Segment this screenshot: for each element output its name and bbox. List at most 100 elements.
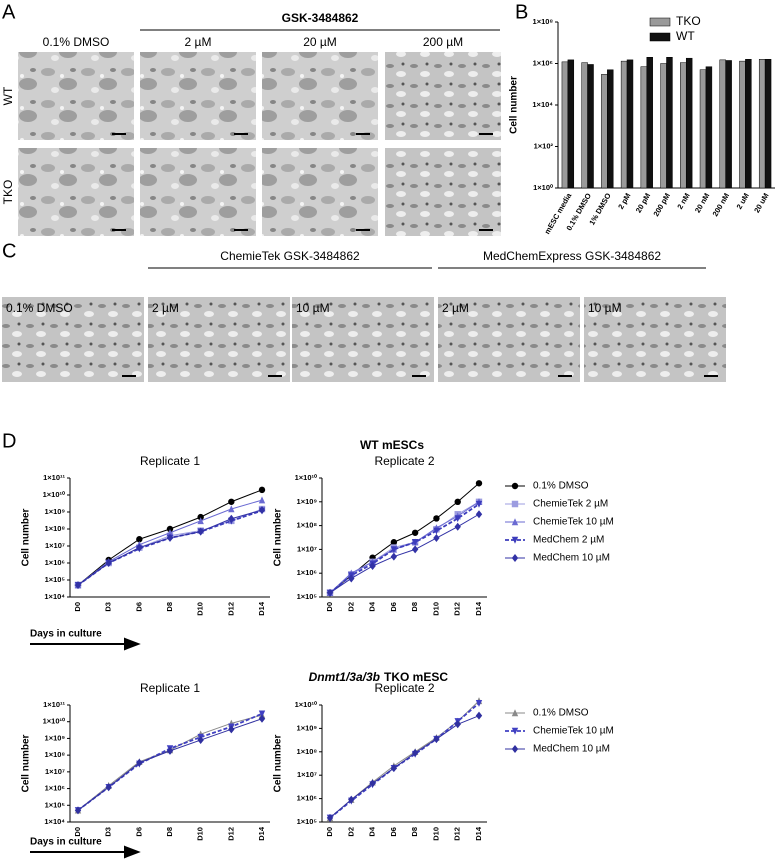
treatment-header: GSK-3484862 [282,11,359,25]
x-tick-label: D0 [325,827,334,837]
x-tick-label: 2 pM [616,191,632,210]
bar [620,60,628,189]
x-tick-label: D2 [346,827,355,837]
x-axis-label: Days in culture [30,837,102,848]
column-label: 2 µM [185,35,212,49]
y-axis-label: Cell number [21,735,32,793]
data-point [369,779,376,788]
micrograph [584,297,726,382]
bar [719,59,726,189]
y-tick-label: 1×10⁶ [45,784,65,793]
legend-marker [511,500,519,508]
chart-title: Replicate 1 [140,454,200,468]
time-arrow [30,637,141,651]
panel-letter: C [2,240,16,262]
x-tick-label: D8 [410,827,419,837]
legend-label: MedChem 2 µM [533,535,604,546]
x-tick-label: D6 [134,827,143,837]
legend-marker [511,745,519,753]
micrograph [292,297,434,382]
data-point [136,543,143,552]
data-point [166,529,174,536]
image-label: 10 µM [588,301,622,315]
legend-marker [511,518,519,526]
y-tick-label: 1×10⁶ [297,794,317,803]
bar [626,59,634,189]
section-title-gene: Dnmt1/3a/3b [309,670,380,684]
x-tick-label: D6 [389,602,398,612]
data-point [454,522,461,531]
data-point [475,510,483,519]
row-label: WT [1,86,15,105]
data-point [136,758,143,767]
bar [607,69,614,189]
x-tick-label: D8 [165,827,174,837]
y-axis-label: Cell number [273,509,284,567]
panel-letter: D [2,430,16,452]
y-tick-label: 1×10⁴ [44,817,65,826]
y-tick-label: 1×10⁵ [297,817,318,826]
bar [581,62,588,189]
legend-swatch [649,32,671,42]
bar [601,74,608,189]
section-title: TKO mESC [384,670,448,684]
data-point [258,496,266,504]
micrograph [140,148,256,236]
time-arrow [30,845,141,859]
data-point [166,746,174,755]
bar [739,60,746,189]
x-tick-label: D8 [165,602,174,612]
data-point [411,539,419,546]
data-point [390,552,398,561]
data-point [228,725,235,734]
x-tick-label: D10 [431,827,440,841]
x-tick-label: D3 [104,602,113,612]
y-tick-label: 1×10⁸ [45,524,66,533]
series-line [329,503,480,594]
y-tick-label: 1×10⁹ [297,723,318,732]
data-point [348,574,355,583]
data-point [258,506,266,515]
data-point [228,514,235,523]
data-point [326,813,334,822]
x-tick-label: D12 [453,602,462,616]
x-tick-label: D3 [104,827,113,837]
x-tick-label: D12 [453,827,462,841]
legend-label: WT [676,29,695,43]
y-tick-label: 1×10⁶ [297,568,317,577]
series-line [77,499,263,586]
x-tick-label: D10 [196,827,205,841]
y-tick-label: 1×10⁹ [45,733,66,742]
x-tick-label: D14 [257,826,266,841]
panel-letter: B [515,1,528,23]
legend-label: 0.1% DMSO [533,481,589,492]
legend-label: MedChem 10 µM [533,553,610,564]
chart-title: Replicate 2 [374,681,434,695]
bar [764,59,772,189]
legend-label: ChemieTek 2 µM [533,499,608,510]
data-point [411,748,419,757]
data-point [258,710,266,718]
panel-d: D WT mESCs Dnmt1/3a/3b TKO mESC Days in … [2,430,448,859]
x-tick-label: D10 [431,602,440,616]
bar [666,57,673,189]
x-tick-label: 20 pM [634,191,652,214]
y-tick-label: 1×10⁷ [297,770,317,779]
data-point [454,515,461,523]
x-tick-label: D6 [389,827,398,837]
image-label: 2 µM [442,301,469,315]
bar [640,66,648,189]
y-tick-label: 1×10⁶ [45,558,65,567]
bar [646,57,653,189]
data-point [411,545,419,554]
data-point [166,525,174,533]
panel-letter: A [2,1,16,23]
y-tick-label: 1×10¹¹ [43,700,65,709]
y-tick-label: 1×10⁵ [45,575,66,584]
micrograph [18,148,134,236]
y-tick-label: 1×10⁵ [297,592,318,601]
data-point [348,795,355,804]
group-header: MedChemExpress GSK-3484862 [483,249,661,263]
y-tick-label: 1×10⁷ [45,767,65,776]
data-point [136,536,143,543]
